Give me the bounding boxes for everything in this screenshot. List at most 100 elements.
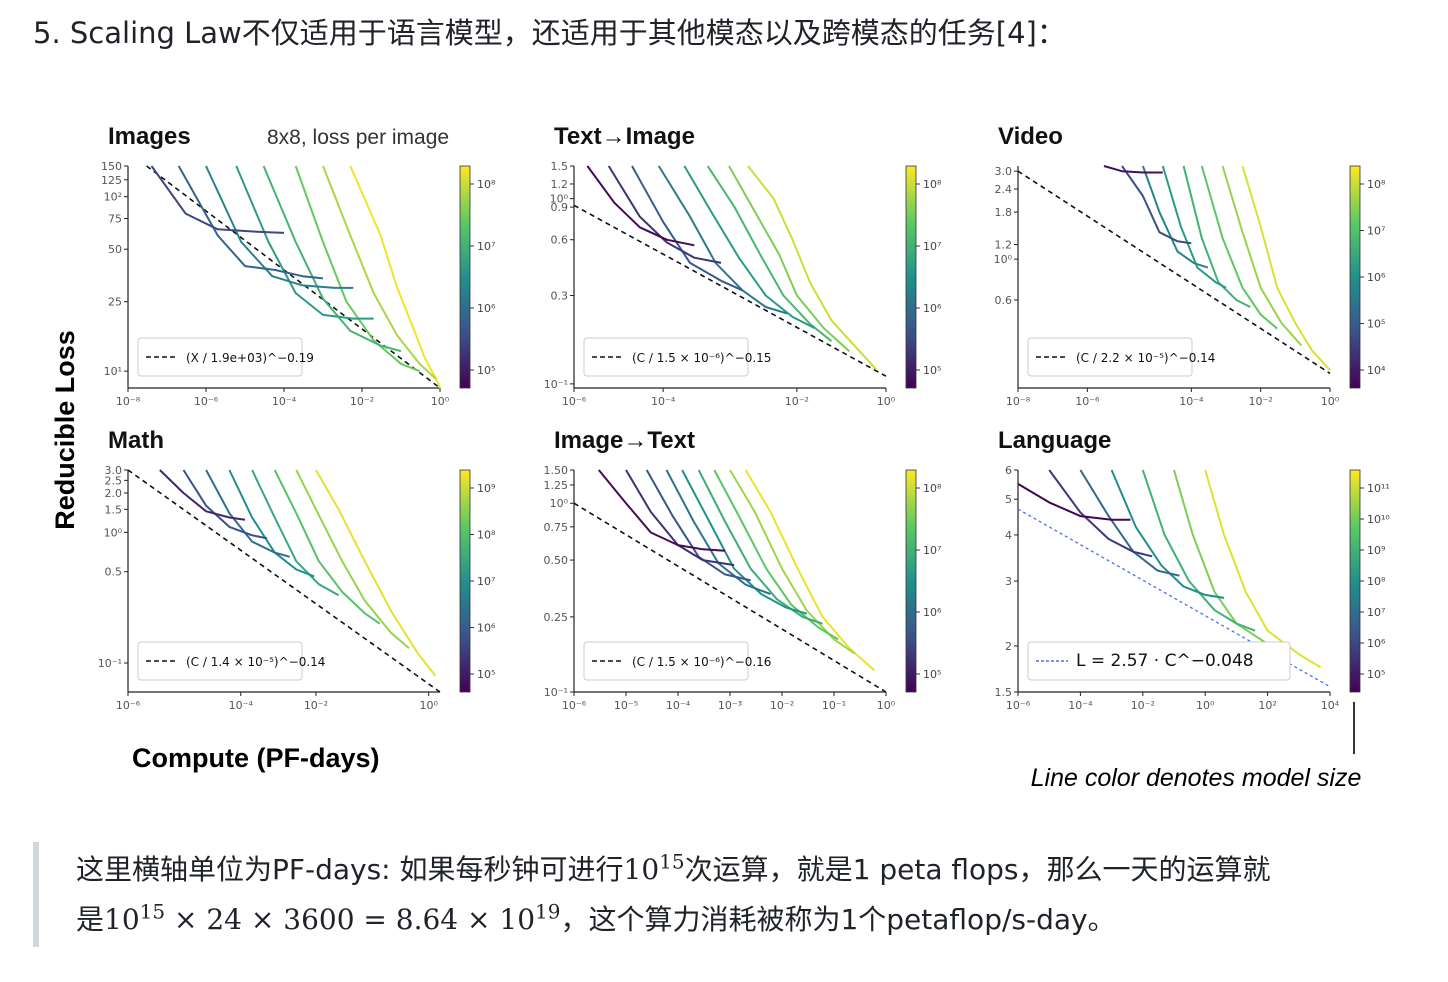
- legend-formula: (C / 1.4 × 10⁻⁵)^−0.14: [186, 655, 325, 669]
- colorbar: [1349, 469, 1361, 693]
- y-tick-label: 1.5: [105, 503, 123, 516]
- x-tick-label: 10⁰: [419, 699, 438, 712]
- y-tick-label: 1.50: [544, 464, 569, 477]
- model-size-curve: [1182, 165, 1251, 308]
- x-tick-label: 10⁰: [1321, 395, 1340, 408]
- legend-box: [583, 337, 749, 377]
- y-tick-label: 75: [108, 212, 122, 225]
- y-tick-label: 10¹: [104, 365, 122, 378]
- x-tick-label: 10⁻⁵: [614, 699, 638, 712]
- size-note: Line color denotes model size: [1031, 764, 1362, 792]
- colorbar-tick-label: 10¹⁰: [1367, 513, 1390, 526]
- colorbar-tick-label: 10⁸: [923, 482, 942, 495]
- model-size-curve: [697, 469, 823, 625]
- x-tick-label: 10⁰: [877, 395, 896, 408]
- colorbar-tick-label: 10⁷: [923, 240, 941, 253]
- y-tick-label: 0.6: [551, 234, 569, 247]
- model-size-curve: [177, 165, 324, 280]
- colorbar-tick-label: 10⁸: [477, 178, 496, 191]
- y-tick-label: 1.5: [551, 160, 569, 173]
- x-tick-label: 10⁻²: [350, 395, 374, 408]
- power-law-fit-line: [146, 165, 441, 389]
- model-size-curve: [1110, 469, 1225, 599]
- legend-formula: (C / 1.5 × 10⁻⁶)^−0.16: [632, 655, 771, 669]
- explanation-blockquote: 这里横轴单位为PF-days: 如果每秒钟可进行1015次运算，就是1 peta…: [33, 842, 1434, 947]
- math-base: 10: [623, 853, 660, 886]
- math-exponent: 15: [659, 849, 685, 874]
- model-size-curve: [1017, 483, 1131, 521]
- figure-xlabel: Compute (PF-days): [132, 743, 380, 773]
- y-tick-label: 6: [1005, 464, 1012, 477]
- y-tick-label: 10⁰: [104, 526, 123, 539]
- model-size-curve: [713, 469, 839, 641]
- legend-box: [1027, 641, 1291, 681]
- explanation-text: 次运算，就是1 peta flops，那么一天的运算就: [684, 853, 1271, 886]
- x-tick-label: 10⁻⁴: [229, 699, 254, 712]
- y-tick-label: 3.0: [995, 165, 1013, 178]
- colorbar-tick-label: 10⁷: [477, 240, 495, 253]
- explanation-line-1: 这里横轴单位为PF-days: 如果每秒钟可进行1015次运算，就是1 peta…: [76, 848, 1271, 888]
- math-exponent: 15: [139, 899, 166, 924]
- colorbar-tick-label: 10⁵: [1367, 318, 1385, 331]
- colorbar-tick-label: 10⁵: [923, 668, 941, 681]
- legend-box: [137, 337, 303, 377]
- model-size-curve: [1079, 469, 1180, 577]
- x-tick-label: 10⁻⁴: [272, 395, 297, 408]
- x-tick-label: 10⁻⁸: [116, 395, 141, 408]
- x-tick-label: 10⁻⁶: [1075, 395, 1100, 408]
- colorbar: [905, 469, 917, 693]
- panel-subtitle: 8x8, loss per image: [267, 126, 449, 149]
- x-tick-label: 10⁻⁶: [562, 395, 587, 408]
- y-tick-label: 2.0: [105, 487, 123, 500]
- model-size-curve: [1161, 165, 1227, 289]
- y-tick-label: 0.5: [105, 566, 123, 579]
- panel-title: Images: [108, 123, 191, 150]
- model-size-curve: [1204, 469, 1322, 669]
- x-tick-label: 10⁻⁶: [562, 699, 587, 712]
- legend-formula: (C / 1.5 × 10⁻⁶)^−0.15: [632, 351, 771, 365]
- y-tick-label: 1.25: [544, 479, 569, 492]
- model-size-curve: [1221, 165, 1303, 347]
- legend-formula: (X / 1.9e+03)^−0.19: [186, 351, 314, 365]
- x-tick-label: 10⁰: [431, 395, 450, 408]
- y-tick-label: 0.25: [544, 611, 569, 624]
- legend-box: [137, 641, 303, 681]
- model-size-curve: [205, 165, 354, 289]
- model-size-curve: [683, 165, 816, 329]
- legend-box: [583, 641, 749, 681]
- math-exponent: 19: [535, 899, 561, 924]
- model-size-curve: [1241, 165, 1331, 371]
- x-tick-label: 10⁰: [1196, 699, 1215, 712]
- model-size-curve: [1121, 165, 1192, 245]
- model-size-curve: [235, 165, 374, 320]
- model-size-curve: [150, 165, 285, 234]
- y-tick-label: 10²: [104, 191, 122, 204]
- colorbar-tick-label: 10⁵: [477, 668, 495, 681]
- x-tick-label: 10⁻²: [785, 395, 809, 408]
- model-size-curve: [728, 165, 850, 353]
- colorbar-tick-label: 10⁹: [477, 482, 495, 495]
- panel-title: Text→Image: [554, 123, 695, 150]
- model-size-curve: [294, 165, 420, 373]
- explanation-text: 这里横轴单位为PF-days: 如果每秒钟可进行: [76, 853, 624, 886]
- y-tick-label: 5: [1005, 493, 1012, 506]
- model-size-curve: [744, 469, 876, 672]
- x-tick-label: 10⁻²: [304, 699, 328, 712]
- y-tick-label: 150: [101, 160, 122, 173]
- y-tick-label: 3: [1005, 575, 1012, 588]
- y-tick-label: 3.0: [105, 464, 123, 477]
- colorbar-tick-label: 10⁶: [1367, 637, 1386, 650]
- x-tick-label: 10⁻⁴: [1179, 395, 1204, 408]
- y-tick-label: 125: [101, 174, 122, 187]
- colorbar-tick-label: 10⁹: [1367, 544, 1385, 557]
- colorbar-tick-label: 10⁷: [1367, 225, 1385, 238]
- x-tick-label: 10⁻⁴: [1068, 699, 1093, 712]
- y-tick-label: 2.4: [995, 183, 1013, 196]
- colorbar-tick-label: 10⁶: [1367, 271, 1386, 284]
- colorbar-tick-label: 10⁷: [1367, 606, 1385, 619]
- model-size-curve: [729, 469, 856, 655]
- x-tick-label: 10⁻⁶: [1006, 699, 1031, 712]
- y-tick-label: 10⁻¹: [544, 378, 568, 391]
- colorbar-tick-label: 10⁷: [477, 575, 495, 588]
- y-tick-label: 2.5: [105, 474, 123, 487]
